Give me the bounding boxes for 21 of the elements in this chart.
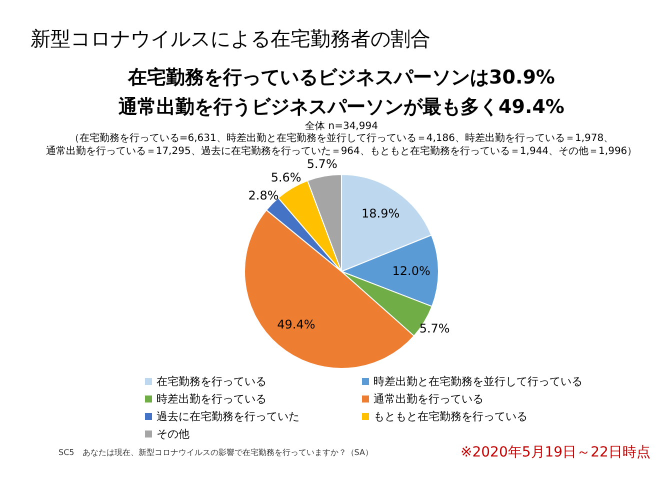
- chart-subtitle: 在宅勤務を行っているビジネスパーソンは30.9% 通常出勤を行うビジネスパーソンが最も多く49.4%: [118, 66, 564, 118]
- data-label: 18.9%: [361, 206, 400, 221]
- data-label: 5.7%: [306, 157, 338, 172]
- data-label: 12.0%: [392, 264, 430, 278]
- legend-label: 時差出勤を行っている: [156, 392, 266, 406]
- data-label: 5.7%: [419, 321, 450, 336]
- data-label: 5.6%: [270, 170, 302, 185]
- legend-label: 通常出勤を行っている: [374, 392, 484, 406]
- text: SC5 あなたは現在、新型コロナウイルスの影響で在宅勤務を行っていますか？（SA）: [58, 448, 373, 457]
- text: ※2020年5月19日～22日時点: [460, 444, 650, 460]
- data-label: 2.8%: [248, 188, 279, 202]
- data-label: 49.4%: [277, 318, 316, 332]
- text: （在宅勤務を行っている=6,631、時差出勤と在宅勤務を並行して行っている＝4,186、時差出勤を行っている＝1,978、: [69, 132, 614, 144]
- chart-title: 新型コロナウイルスによる在宅勤務者の割合: [30, 26, 430, 50]
- legend-label: 過去に在宅勤務を行っていた: [156, 410, 300, 423]
- legend-label: その他: [156, 428, 190, 440]
- text: 通常出勤を行っている＝17,295、過去に在宅勤務を行っていた＝964、もともと在宅勤務を行っている＝1,944、その他＝1,996）: [46, 145, 638, 157]
- legend-label: 時差出勤と在宅勤務を並行して行っている: [374, 375, 582, 388]
- legend-label: 在宅勤務を行っている: [156, 375, 266, 388]
- legend-label: もともと在宅勤務を行っている: [374, 410, 528, 423]
- text: 全体 n=34,994: [305, 120, 378, 132]
